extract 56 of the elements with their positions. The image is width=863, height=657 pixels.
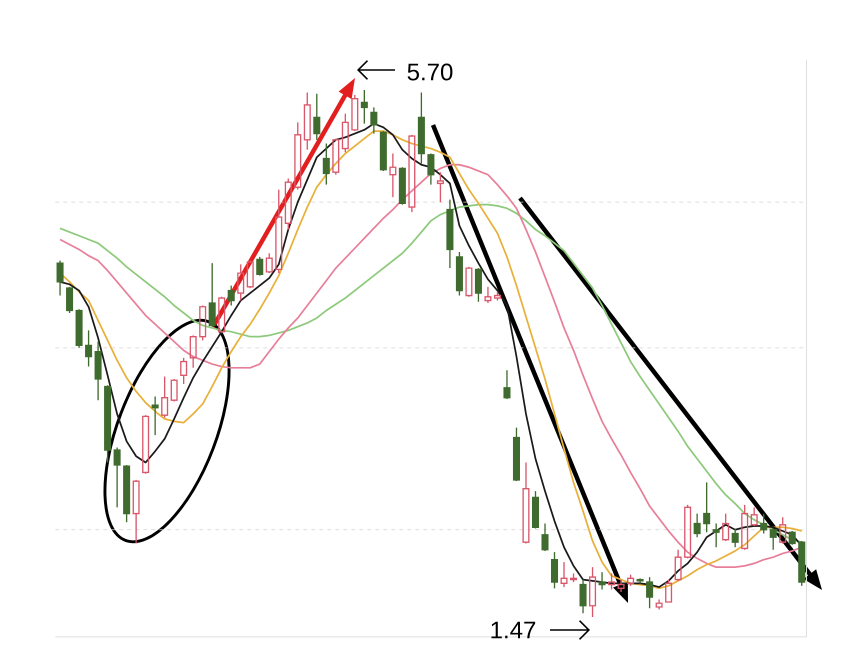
candlestick <box>712 522 720 548</box>
candlestick <box>674 549 682 582</box>
candlestick <box>436 172 444 203</box>
candlestick <box>646 576 654 609</box>
candlestick <box>741 504 748 550</box>
candlestick <box>456 251 463 296</box>
candlestick <box>580 578 587 614</box>
candlestick <box>694 512 701 538</box>
annotation: 5.70 <box>408 63 452 80</box>
candlestick <box>503 370 510 400</box>
candlestick <box>275 188 282 274</box>
candlestick <box>152 396 159 436</box>
candlestick <box>266 252 273 274</box>
candlestick <box>284 178 292 230</box>
candlestick <box>322 142 330 186</box>
candlestick <box>114 446 121 508</box>
candlestick <box>722 512 730 542</box>
candlestick <box>360 89 368 124</box>
candlestick <box>522 462 530 544</box>
candlestick <box>770 528 777 550</box>
candlestick <box>342 112 349 153</box>
candlestick <box>132 479 140 544</box>
candlestick <box>474 267 482 302</box>
candlestick <box>313 93 320 140</box>
candlestick <box>550 552 558 589</box>
candlestick <box>161 376 168 418</box>
candlestick <box>427 152 434 186</box>
candlestick <box>446 198 454 269</box>
candlestick <box>190 334 197 368</box>
candlestick <box>560 561 568 588</box>
candlestick <box>541 522 549 552</box>
annotation: 1.47 <box>491 622 536 638</box>
candlestick <box>228 284 235 306</box>
candlestick <box>123 464 130 523</box>
candlestick <box>608 572 616 590</box>
candlestick <box>732 528 739 548</box>
candlestick <box>56 260 64 296</box>
candlestick <box>370 106 378 134</box>
candlestick <box>208 262 216 328</box>
candlestick <box>85 330 92 368</box>
candlestick <box>665 578 672 603</box>
candlestick <box>389 152 396 198</box>
candlestick <box>484 286 492 304</box>
candlestick <box>304 92 311 150</box>
candlestick <box>180 357 188 385</box>
candlestick <box>294 122 302 190</box>
candlestick <box>104 384 112 464</box>
candlestick <box>589 566 596 618</box>
candlestick <box>598 571 606 590</box>
candlestick <box>418 92 425 164</box>
candlestick <box>512 426 520 482</box>
candlestick <box>760 512 768 534</box>
candlestick <box>656 598 663 610</box>
candlestick <box>237 264 244 302</box>
candlestick <box>94 340 102 401</box>
candlestick <box>703 482 710 533</box>
